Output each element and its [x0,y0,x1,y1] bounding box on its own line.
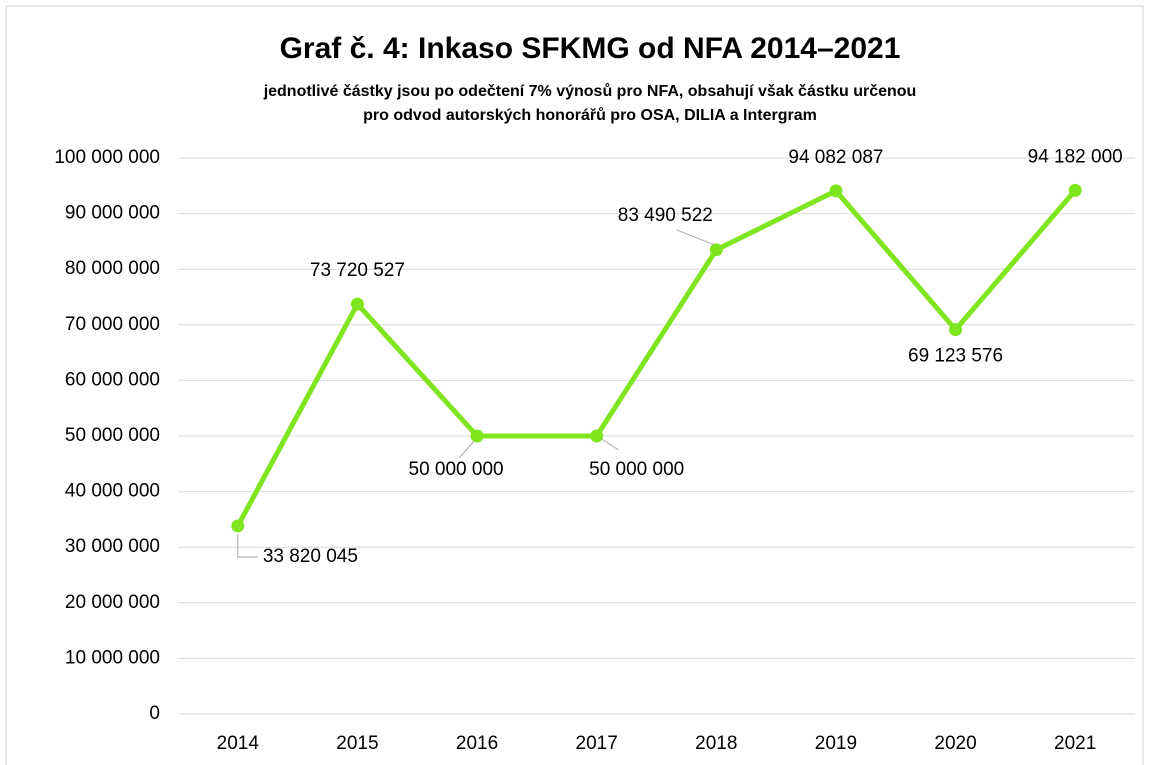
y-tick-label: 100 000 000 [54,147,160,168]
y-tick-label: 40 000 000 [65,481,160,502]
data-line [235,188,1078,528]
y-tick-label: 10 000 000 [65,647,160,668]
x-tick-label: 2015 [336,733,378,754]
y-tick-label: 20 000 000 [65,592,160,613]
data-label: 83 490 522 [618,205,713,226]
data-point [350,297,364,311]
x-tick-label: 2021 [1054,733,1096,754]
data-point [231,519,245,533]
x-tick-label: 2018 [695,733,737,754]
y-tick-label: 70 000 000 [65,314,160,335]
leader-line [601,438,619,451]
y-tick-label: 30 000 000 [65,536,160,557]
leader-line [237,533,258,558]
data-label: 94 182 000 [1028,146,1123,167]
chart-border [5,5,1144,765]
x-tick-label: 2016 [456,733,498,754]
data-point [829,184,843,198]
chart-subtitle: jednotlivé částky jsou po odečtení 7% vý… [263,83,917,100]
data-label: 50 000 000 [589,459,684,480]
data-label: 94 082 087 [788,147,883,168]
x-tick-label: 2019 [815,733,857,754]
data-label: 50 000 000 [409,459,504,480]
chart-subtitle: pro odvod autorských honorářů pro OSA, D… [363,107,817,124]
data-label: 33 820 045 [263,546,358,567]
y-tick-label: 60 000 000 [65,369,160,390]
y-tick-label: 50 000 000 [65,425,160,446]
chart-title: Graf č. 4: Inkaso SFKMG od NFA 2014–2021 [280,32,901,65]
y-tick-label: 80 000 000 [65,258,160,279]
y-tick-label: 90 000 000 [65,203,160,224]
data-label: 73 720 527 [310,260,405,281]
x-tick-label: 2017 [576,733,618,754]
leader-line [458,440,475,459]
x-tick-label: 2020 [934,733,976,754]
data-point [470,429,484,443]
leader-line [676,229,715,246]
data-point [1068,183,1082,197]
y-tick-label: 0 [149,703,160,724]
data-point [949,323,963,337]
data-point [709,243,723,257]
data-label: 69 123 576 [908,346,1003,367]
x-tick-label: 2014 [217,733,260,754]
data-point [590,429,604,443]
